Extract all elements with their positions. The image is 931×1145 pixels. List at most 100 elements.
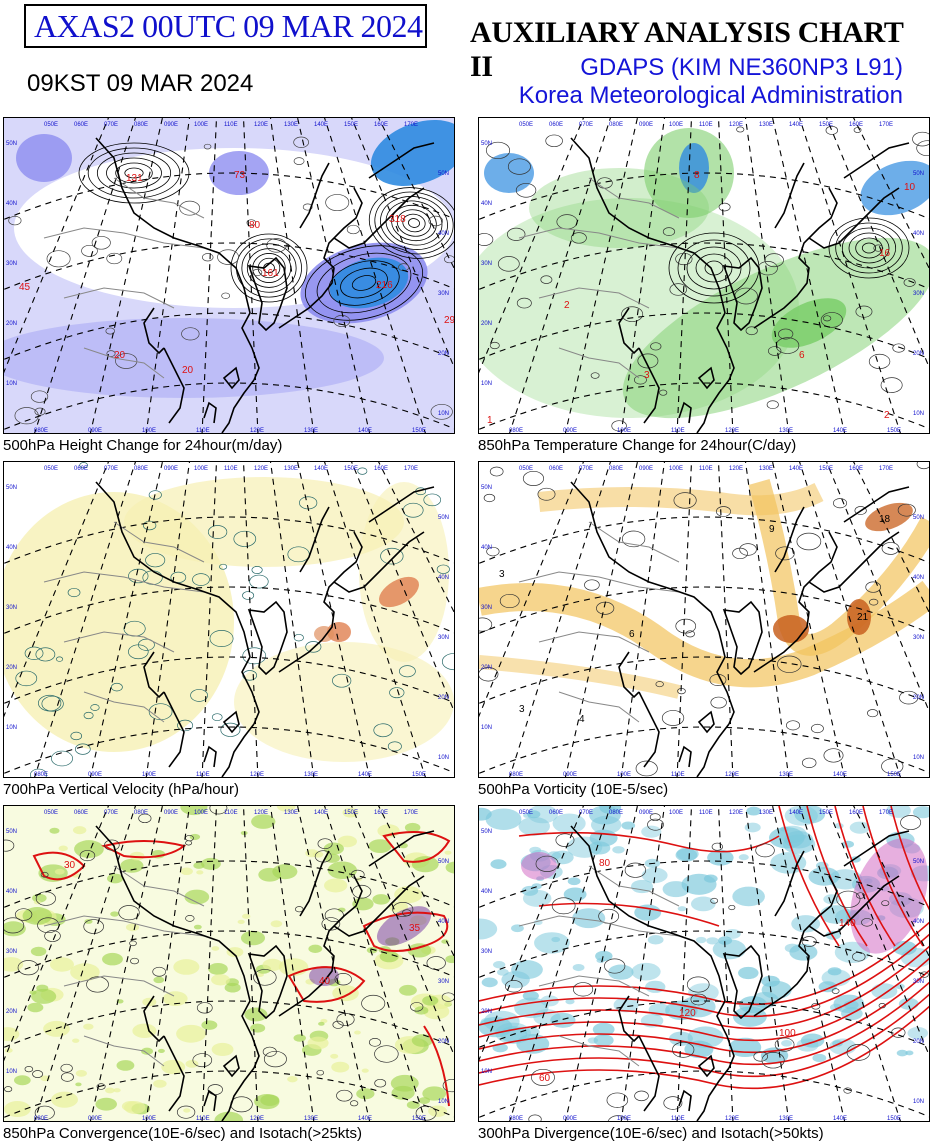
lat-tick-label: 50N bbox=[438, 171, 449, 177]
lat-tick-label: 10N bbox=[913, 755, 924, 761]
contour-value-label: 6 bbox=[799, 350, 805, 361]
lon-tick-label: 150E bbox=[819, 466, 833, 472]
lon-tick-label: 110E bbox=[671, 428, 685, 434]
contour-value-label: 6 bbox=[629, 629, 635, 640]
lon-tick-label: 150E bbox=[344, 810, 358, 816]
lon-tick-label: 150E bbox=[412, 1116, 426, 1122]
lat-tick-label: 30N bbox=[913, 635, 924, 641]
lon-tick-label: 090E bbox=[639, 466, 653, 472]
lon-tick-label: 140E bbox=[314, 466, 328, 472]
lat-tick-label: 20N bbox=[913, 695, 924, 701]
lat-tick-label: 10N bbox=[438, 411, 449, 417]
lon-tick-label: 090E bbox=[563, 1116, 577, 1122]
lon-tick-label: 110E bbox=[671, 772, 685, 778]
lat-tick-label: 20N bbox=[481, 1009, 492, 1015]
contour-value-label: 2 bbox=[564, 300, 570, 311]
contour-value-label: 80 bbox=[249, 220, 261, 231]
lon-tick-label: 060E bbox=[74, 466, 88, 472]
lon-tick-label: 060E bbox=[549, 466, 563, 472]
lat-tick-label: 50N bbox=[481, 829, 492, 835]
lon-tick-label: 050E bbox=[44, 122, 58, 128]
lon-tick-label: 140E bbox=[789, 466, 803, 472]
lon-tick-label: 130E bbox=[759, 122, 773, 128]
lon-tick-label: 170E bbox=[879, 122, 893, 128]
lon-tick-label: 080E bbox=[509, 428, 523, 434]
lat-tick-label: 30N bbox=[438, 291, 449, 297]
lon-tick-label: 090E bbox=[164, 810, 178, 816]
vorticity-caption: 500hPa Vorticity (10E-5/sec) bbox=[478, 781, 669, 798]
vertical-velocity-caption: 700hPa Vertical Velocity (hPa/hour) bbox=[3, 781, 239, 798]
lon-tick-label: 150E bbox=[887, 772, 901, 778]
lon-tick-label: 100E bbox=[617, 772, 631, 778]
lat-tick-label: 10N bbox=[481, 1069, 492, 1075]
temperature-change-map: 050E 060E 070E 080E 090E 100E 110E 120E 130E 140E… bbox=[478, 117, 930, 434]
divergence-isotach-caption: 300hPa Divergence(10E-6/sec) and Isotach… bbox=[478, 1125, 824, 1142]
contour-value-label: 318 bbox=[389, 214, 406, 225]
contour-value-label: 30 bbox=[64, 860, 76, 871]
lon-tick-label: 130E bbox=[284, 810, 298, 816]
contour-value-label: 131 bbox=[126, 173, 143, 184]
lon-tick-label: 140E bbox=[314, 122, 328, 128]
lon-tick-label: 060E bbox=[549, 122, 563, 128]
lon-tick-label: 170E bbox=[404, 466, 418, 472]
lat-tick-label: 20N bbox=[913, 351, 924, 357]
lat-tick-label: 50N bbox=[913, 515, 924, 521]
contour-value-label: 3 bbox=[644, 370, 650, 381]
lat-tick-label: 30N bbox=[481, 605, 492, 611]
lon-tick-label: 110E bbox=[196, 772, 210, 778]
lon-tick-label: 140E bbox=[358, 772, 372, 778]
lat-tick-label: 30N bbox=[6, 949, 17, 955]
lon-tick-label: 080E bbox=[34, 772, 48, 778]
lon-tick-label: 140E bbox=[358, 428, 372, 434]
lon-tick-label: 100E bbox=[142, 1116, 156, 1122]
lat-tick-label: 50N bbox=[913, 171, 924, 177]
lat-tick-label: 50N bbox=[438, 859, 449, 865]
lon-tick-label: 080E bbox=[609, 122, 623, 128]
model-name: GDAPS (KIM NE360NP3 L91) bbox=[580, 54, 903, 81]
lat-tick-label: 40N bbox=[6, 889, 17, 895]
vorticity-map: 050E 060E 070E 080E 090E 100E 110E 120E 130E 140E… bbox=[478, 461, 930, 778]
lon-tick-label: 080E bbox=[134, 810, 148, 816]
lon-tick-label: 140E bbox=[833, 428, 847, 434]
contour-value-label: 216 bbox=[376, 280, 393, 291]
lon-tick-label: 110E bbox=[671, 1116, 685, 1122]
lon-tick-label: 140E bbox=[833, 772, 847, 778]
lon-tick-label: 150E bbox=[819, 122, 833, 128]
contour-value-label: 29 bbox=[444, 315, 455, 326]
lat-tick-label: 40N bbox=[913, 919, 924, 925]
lat-tick-label: 50N bbox=[438, 515, 449, 521]
lat-tick-label: 20N bbox=[438, 351, 449, 357]
contour-value-label: 3 bbox=[499, 569, 505, 580]
lon-tick-label: 080E bbox=[134, 122, 148, 128]
lat-tick-label: 10N bbox=[913, 411, 924, 417]
lon-tick-label: 070E bbox=[579, 466, 593, 472]
lon-tick-label: 100E bbox=[194, 810, 208, 816]
lon-tick-label: 110E bbox=[699, 466, 713, 472]
lon-tick-label: 070E bbox=[104, 810, 118, 816]
lon-tick-label: 110E bbox=[224, 810, 238, 816]
lon-tick-label: 050E bbox=[44, 810, 58, 816]
lon-tick-label: 150E bbox=[344, 122, 358, 128]
lat-tick-label: 20N bbox=[913, 1039, 924, 1045]
lat-tick-label: 40N bbox=[913, 575, 924, 581]
lon-tick-label: 080E bbox=[509, 1116, 523, 1122]
vertical-velocity-map: 050E 060E 070E 080E 090E 100E 110E 120E 130E 140E… bbox=[3, 461, 455, 778]
convergence-isotach-map: 050E 060E 070E 080E 090E 100E 110E 120E 130E 140E… bbox=[3, 805, 455, 1122]
lon-tick-label: 090E bbox=[563, 772, 577, 778]
lat-tick-label: 10N bbox=[438, 755, 449, 761]
lat-tick-label: 10N bbox=[438, 1099, 449, 1105]
contour-value-label: 45 bbox=[19, 282, 31, 293]
lon-tick-label: 130E bbox=[284, 122, 298, 128]
lon-tick-label: 090E bbox=[639, 122, 653, 128]
lon-tick-label: 100E bbox=[142, 772, 156, 778]
contour-value-label: 9 bbox=[769, 524, 775, 535]
lat-tick-label: 50N bbox=[6, 485, 17, 491]
contour-value-label: 3 bbox=[519, 704, 525, 715]
lat-tick-label: 10N bbox=[6, 381, 17, 387]
lat-tick-label: 30N bbox=[913, 291, 924, 297]
lat-tick-label: 40N bbox=[481, 889, 492, 895]
lon-tick-label: 120E bbox=[729, 122, 743, 128]
contour-value-label: 60 bbox=[539, 1073, 551, 1084]
contour-value-label: 16 bbox=[879, 248, 891, 259]
lon-tick-label: 170E bbox=[404, 810, 418, 816]
